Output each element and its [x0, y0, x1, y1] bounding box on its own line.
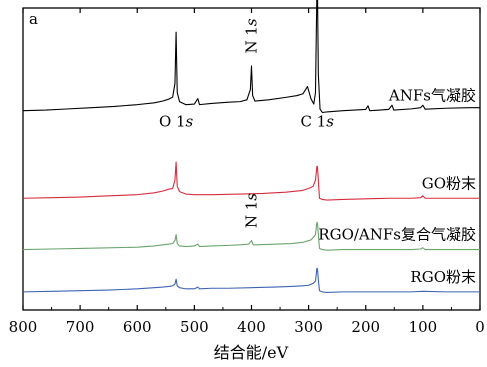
series-labels: ANFs气凝胶 GO粉末 RGO/ANFs复合气凝胶 RGO粉末: [318, 87, 476, 286]
x-tick-label: 100: [409, 318, 438, 336]
peak-annotations: O 1s N 1s C 1s N 1s: [159, 18, 334, 228]
series-line-2: [22, 221, 480, 251]
peak-annotation: N 1s: [243, 193, 261, 228]
x-tick-label: 800: [9, 318, 38, 336]
peak-annotation: O 1s: [159, 113, 194, 131]
x-tick-label: 400: [237, 318, 266, 336]
series-line-0: [22, 0, 480, 114]
peak-annotation: N 1s: [243, 18, 261, 53]
x-tick-label: 200: [351, 318, 380, 336]
x-tick-label: 0: [475, 318, 485, 336]
x-ticks: [22, 8, 481, 310]
x-tick-label: 300: [294, 318, 323, 336]
x-tick-label: 600: [123, 318, 152, 336]
series-label: RGO/ANFs复合气凝胶: [318, 226, 476, 244]
x-tick-label: 500: [180, 318, 209, 336]
series-line-1: [22, 161, 480, 201]
series-label: RGO粉末: [410, 268, 476, 286]
series-line-3: [22, 267, 480, 294]
series-label: GO粉末: [422, 174, 476, 192]
panel-label: a: [29, 10, 38, 28]
x-axis-label: 结合能/eV: [214, 343, 289, 362]
x-tick-labels: 800 700 600 500 400 300 200 100 0: [9, 318, 485, 336]
x-tick-label: 700: [66, 318, 95, 336]
spectra-layer: [22, 0, 480, 294]
series-label: ANFs气凝胶: [388, 87, 476, 105]
peak-annotation: C 1s: [300, 113, 334, 131]
